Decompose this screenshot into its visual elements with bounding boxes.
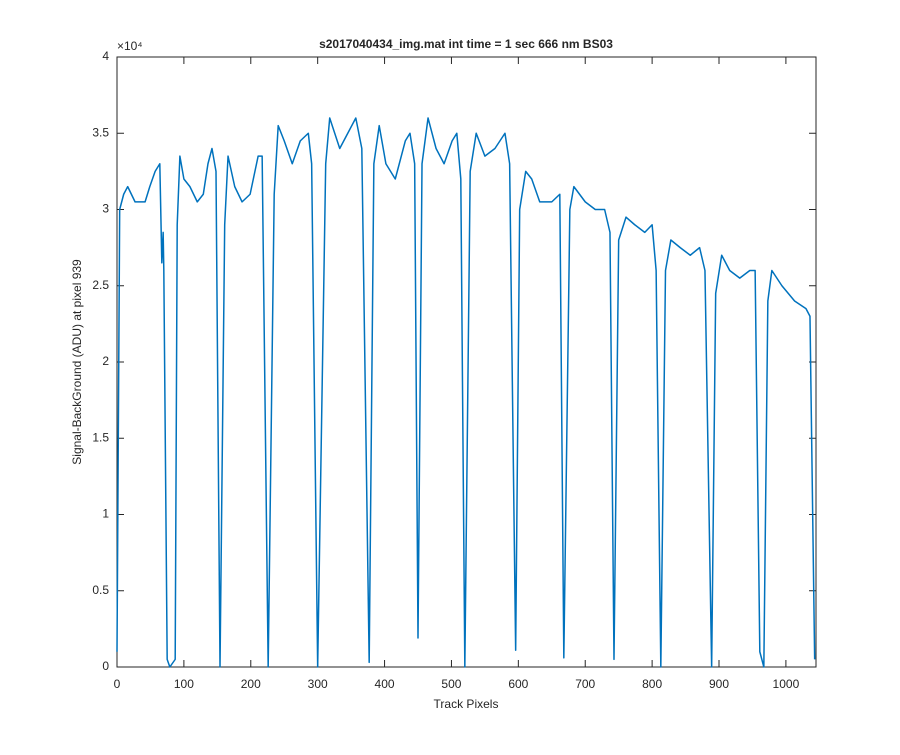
x-tick-label: 200: [241, 677, 261, 691]
x-axis-label: Track Pixels: [434, 697, 499, 711]
y-axis-label: Signal-BackGround (ADU) at pixel 939: [70, 259, 84, 465]
y-exponent-label: ×10⁴: [117, 39, 143, 53]
x-tick-label: 100: [174, 677, 194, 691]
y-tick-label: 0.5: [92, 583, 109, 597]
x-tick-label: 400: [375, 677, 395, 691]
x-tick-label: 600: [508, 677, 528, 691]
y-tick-label: 3: [102, 202, 109, 216]
y-tick-label: 2.5: [92, 278, 109, 292]
x-tick-label: 500: [441, 677, 461, 691]
y-tick-label: 1: [102, 507, 109, 521]
y-tick-label: 3.5: [92, 125, 109, 139]
x-tick-label: 1000: [773, 677, 800, 691]
y-tick-label: 4: [102, 49, 109, 63]
x-tick-label: 900: [709, 677, 729, 691]
x-tick-label: 0: [114, 677, 121, 691]
x-tick-label: 700: [575, 677, 595, 691]
y-tick-label: 0: [102, 659, 109, 673]
data-line: [116, 117, 816, 668]
x-tick-label: 300: [308, 677, 328, 691]
y-tick-label: 2: [102, 354, 109, 368]
y-tick-label: 1.5: [92, 430, 109, 444]
x-tick-label: 800: [642, 677, 662, 691]
chart-title: s2017040434_img.mat int time = 1 sec 666…: [319, 37, 613, 51]
